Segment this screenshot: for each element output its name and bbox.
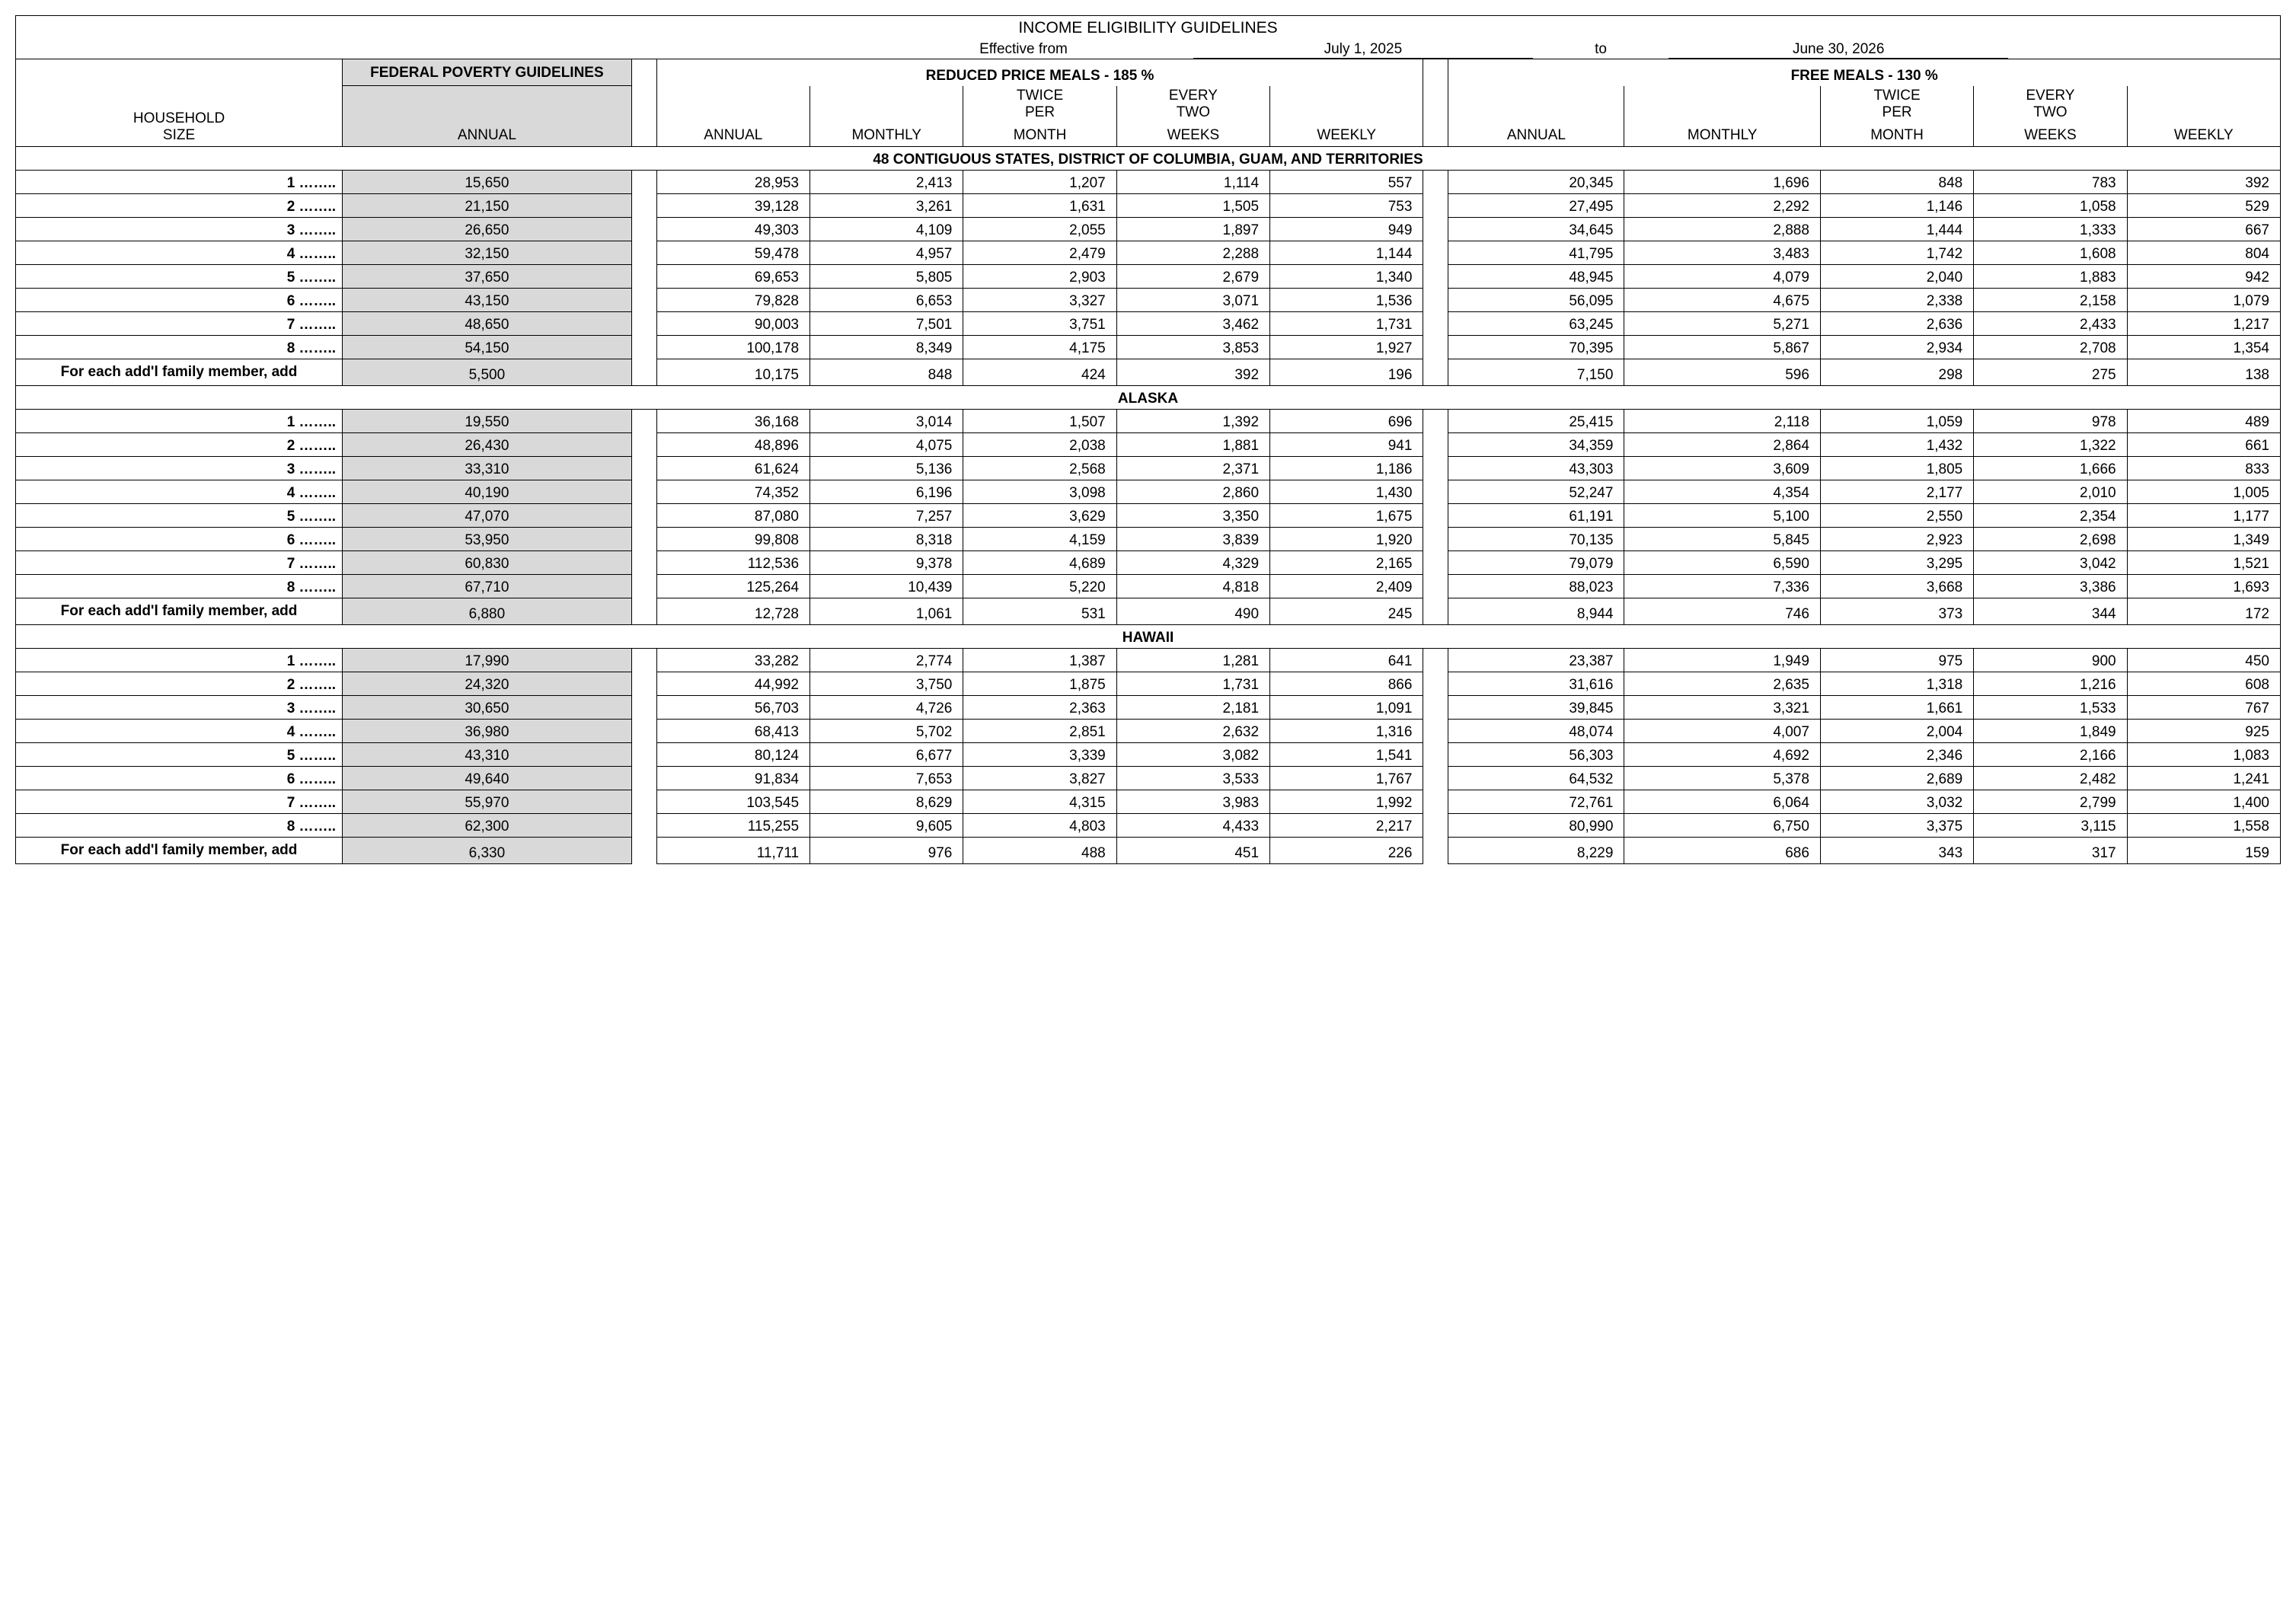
table-row: 5 ……..47,07087,0807,2573,6293,3501,67561… [16,504,2281,528]
r-monthly: MONTHLY [810,86,963,147]
header-row-1: HOUSEHOLDSIZE FEDERAL POVERTY GUIDELINES… [16,59,2281,86]
table-row: 1 ……..17,99033,2822,7741,3871,28164123,3… [16,649,2281,672]
table-row: 4 ……..40,19074,3526,1963,0982,8601,43052… [16,480,2281,504]
page-title: INCOME ELIGIBILITY GUIDELINES [16,16,2281,40]
section-header: HAWAII [16,625,2281,649]
r-weekly: WEEKLY [1270,86,1423,147]
fed-annual-header: ANNUAL [343,86,632,147]
f-annual: ANNUAL [1448,86,1624,147]
addl-label: For each add'l family member, add [16,359,343,386]
table-row: 4 ……..32,15059,4784,9572,4792,2881,14441… [16,241,2281,265]
table-row: 2 ……..21,15039,1283,2611,6311,50575327,4… [16,194,2281,218]
fed-pov-header: FEDERAL POVERTY GUIDELINES [343,59,632,86]
table-row: 6 ……..43,15079,8286,6533,3273,0711,53656… [16,289,2281,312]
effective-start: July 1, 2025 [1193,41,1533,59]
table-row: 5 ……..37,65069,6535,8052,9032,6791,34048… [16,265,2281,289]
table-row: 3 ……..30,65056,7034,7262,3632,1811,09139… [16,696,2281,720]
r-annual: ANNUAL [656,86,810,147]
effective-label: Effective from [854,41,1193,59]
table-row: 2 ……..24,32044,9923,7501,8751,73186631,6… [16,672,2281,696]
table-row: 6 ……..53,95099,8088,3184,1593,8391,92070… [16,528,2281,551]
free-header: FREE MEALS - 130 % [1448,59,2281,86]
table-row: 1 ……..15,65028,9532,4131,2071,11455720,3… [16,171,2281,194]
addl-label: For each add'l family member, add [16,838,343,864]
table-row: 3 ……..33,31061,6245,1362,5682,3711,18643… [16,457,2281,480]
r-twice: TWICEPER [963,86,1116,124]
effective-to: to [1533,41,1669,59]
table-row: 1 ……..19,55036,1683,0141,5071,39269625,4… [16,410,2281,433]
section-header: ALASKA [16,386,2281,410]
f-weekly: WEEKLY [2127,86,2280,147]
f-twice: TWICEPER [1820,86,1973,124]
section-header: 48 CONTIGUOUS STATES, DISTRICT OF COLUMB… [16,147,2281,171]
table-row: 3 ……..26,65049,3034,1092,0551,89794934,6… [16,218,2281,241]
title-row: INCOME ELIGIBILITY GUIDELINES [16,16,2281,40]
section-title: 48 CONTIGUOUS STATES, DISTRICT OF COLUMB… [16,147,2281,171]
addl-row: For each add'l family member, add5,50010… [16,359,2281,386]
reduced-header: REDUCED PRICE MEALS - 185 % [656,59,1423,86]
table-row: 7 ……..55,970103,5458,6294,3153,9831,9927… [16,790,2281,814]
r-two: EVERYTWO [1116,86,1269,124]
table-row: 8 ……..62,300115,2559,6054,8034,4332,2178… [16,814,2281,838]
section-title: HAWAII [16,625,2281,649]
table-row: 4 ……..36,98068,4135,7022,8512,6321,31648… [16,720,2281,743]
table-row: 7 ……..60,830112,5369,3784,6894,3292,1657… [16,551,2281,575]
addl-row: For each add'l family member, add6,88012… [16,598,2281,625]
section-title: ALASKA [16,386,2281,410]
f-two: EVERYTWO [1974,86,2127,124]
table-row: 7 ……..48,65090,0037,5013,7513,4621,73163… [16,312,2281,336]
effective-end: June 30, 2026 [1669,41,2008,59]
income-eligibility-table: INCOME ELIGIBILITY GUIDELINES Effective … [15,15,2281,864]
addl-row: For each add'l family member, add6,33011… [16,838,2281,864]
addl-label: For each add'l family member, add [16,598,343,625]
table-row: 8 ……..54,150100,1788,3494,1753,8531,9277… [16,336,2281,359]
table-row: 6 ……..49,64091,8347,6533,8273,5331,76764… [16,767,2281,790]
effective-row: Effective from July 1, 2025 to June 30, … [16,39,2281,59]
table-row: 2 ……..26,43048,8964,0752,0381,88194134,3… [16,433,2281,457]
table-row: 5 ……..43,31080,1246,6773,3393,0821,54156… [16,743,2281,767]
table-row: 8 ……..67,710125,26410,4395,2204,8182,409… [16,575,2281,598]
f-monthly: MONTHLY [1624,86,1820,147]
header-row-2: ANNUAL ANNUAL MONTHLY TWICEPER EVERYTWO … [16,86,2281,124]
household-size-header: HOUSEHOLDSIZE [16,59,343,147]
